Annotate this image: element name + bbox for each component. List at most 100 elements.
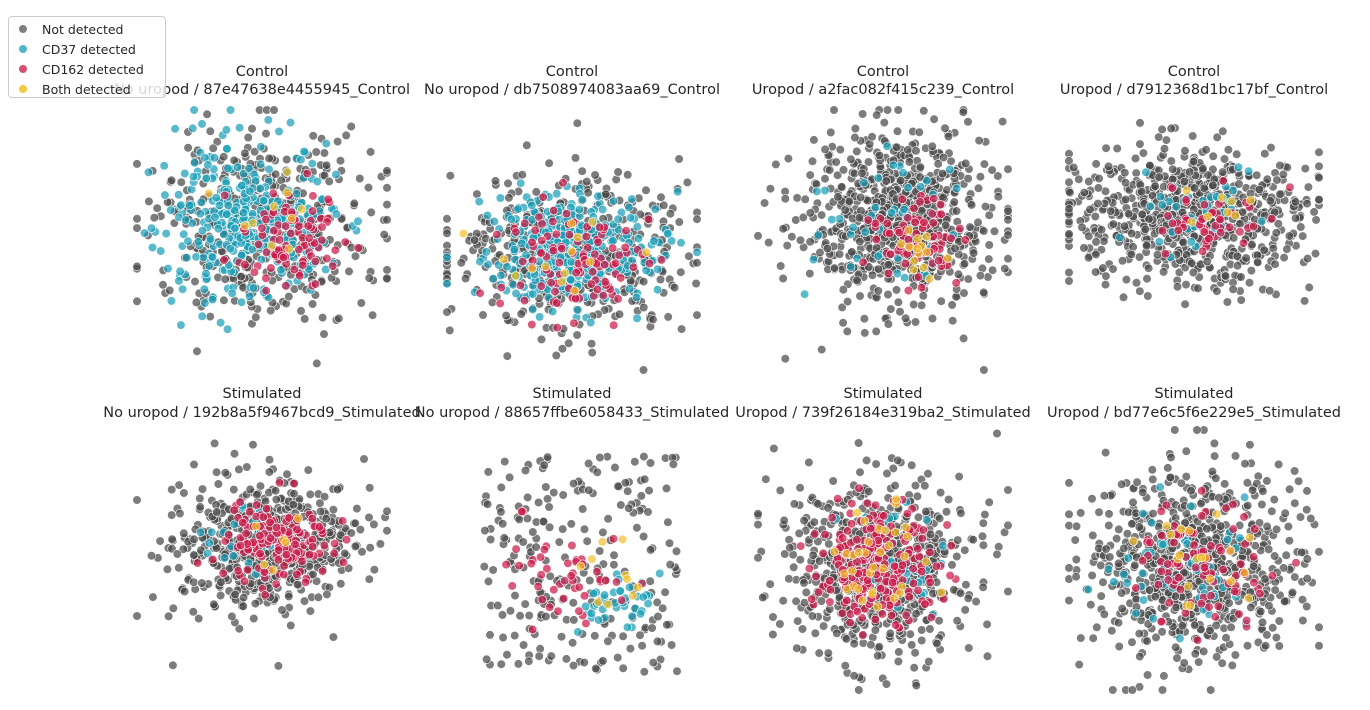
point-cd37	[198, 252, 208, 262]
point-not-detected	[197, 578, 207, 588]
point-not-detected	[1091, 159, 1101, 169]
point-not-detected	[167, 485, 177, 495]
point-cd162	[600, 575, 611, 586]
point-cd162	[1167, 218, 1178, 228]
point-not-detected	[791, 596, 801, 606]
point-not-detected	[656, 192, 666, 202]
point-not-detected	[531, 542, 541, 552]
point-not-detected	[533, 497, 544, 508]
point-cd162	[255, 531, 265, 541]
point-not-detected	[975, 172, 986, 182]
point-not-detected	[950, 243, 960, 253]
point-not-detected	[220, 468, 230, 478]
point-cd37	[321, 139, 331, 149]
point-cd162	[533, 581, 543, 592]
point-cd162	[294, 221, 304, 231]
point-cd162	[583, 243, 593, 253]
point-not-detected	[1208, 180, 1218, 190]
point-cd37	[170, 124, 180, 134]
point-not-detected	[903, 145, 913, 155]
point-cd162	[569, 318, 579, 328]
point-cd37	[633, 234, 644, 244]
point-not-detected	[445, 171, 455, 181]
point-not-detected	[461, 273, 471, 284]
point-cd162	[307, 513, 317, 524]
point-cd37	[655, 568, 665, 579]
point-not-detected	[1166, 123, 1176, 133]
point-both	[1203, 212, 1213, 222]
point-cd37	[299, 146, 309, 157]
point-both	[603, 599, 613, 610]
point-not-detected	[892, 142, 902, 152]
point-cd162	[295, 271, 305, 281]
point-both	[921, 247, 932, 257]
point-cd37	[195, 209, 205, 219]
point-not-detected	[229, 449, 240, 459]
point-not-detected	[518, 537, 528, 547]
point-cd162	[579, 591, 590, 601]
point-cd37	[1141, 167, 1151, 177]
point-not-detected	[1135, 139, 1145, 149]
point-not-detected	[1290, 213, 1301, 223]
point-not-detected	[913, 512, 924, 522]
point-not-detected	[883, 289, 893, 300]
panel-condition-title: Stimulated	[844, 386, 923, 402]
point-cd162	[617, 595, 627, 605]
point-not-detected	[368, 310, 378, 320]
panel-condition-title: Control	[857, 64, 909, 80]
point-not-detected	[1141, 241, 1152, 251]
point-not-detected	[603, 636, 613, 646]
point-not-detected	[873, 286, 883, 296]
point-not-detected	[520, 599, 530, 609]
point-both	[297, 204, 307, 214]
point-not-detected	[879, 117, 889, 128]
point-not-detected	[264, 153, 274, 163]
point-not-detected	[1232, 149, 1242, 159]
point-not-detected	[505, 472, 515, 483]
point-cd162	[1163, 211, 1173, 221]
point-cd162	[241, 528, 251, 539]
point-not-detected	[800, 194, 810, 204]
point-cd37	[593, 191, 603, 201]
point-not-detected	[346, 121, 356, 132]
point-not-detected	[852, 275, 862, 285]
point-not-detected	[805, 237, 815, 247]
point-cd162	[536, 570, 546, 580]
point-not-detected	[907, 460, 917, 470]
point-not-detected	[692, 214, 702, 224]
point-not-detected	[445, 325, 455, 336]
point-cd162	[935, 200, 946, 210]
point-cd162	[915, 197, 925, 207]
point-not-detected	[1189, 183, 1200, 193]
point-not-detected	[1093, 199, 1103, 209]
point-not-detected	[1222, 297, 1232, 307]
point-not-detected	[470, 235, 480, 245]
point-not-detected	[639, 277, 649, 287]
point-not-detected	[510, 630, 520, 641]
point-cd162	[611, 577, 622, 587]
point-cd37	[189, 105, 199, 115]
point-not-detected	[496, 659, 506, 669]
point-not-detected	[909, 299, 919, 310]
point-not-detected	[242, 462, 252, 472]
point-not-detected	[341, 130, 351, 140]
point-not-detected	[684, 251, 694, 261]
point-not-detected	[1064, 276, 1074, 286]
point-cd37	[898, 168, 908, 178]
point-cd162	[240, 260, 250, 270]
point-cd162	[600, 260, 610, 270]
point-not-detected	[1003, 164, 1013, 174]
point-not-detected	[1003, 230, 1013, 240]
point-not-detected	[601, 189, 611, 199]
point-cd37	[223, 324, 233, 334]
point-not-detected	[305, 489, 315, 500]
point-cd162	[305, 549, 315, 560]
point-cd37	[1243, 166, 1254, 176]
point-not-detected	[566, 519, 576, 529]
point-not-detected	[676, 324, 687, 334]
point-not-detected	[202, 109, 212, 119]
point-not-detected	[174, 563, 184, 573]
point-not-detected	[536, 334, 547, 345]
panel-condition-title: Stimulated	[223, 386, 302, 402]
point-not-detected	[968, 535, 978, 545]
